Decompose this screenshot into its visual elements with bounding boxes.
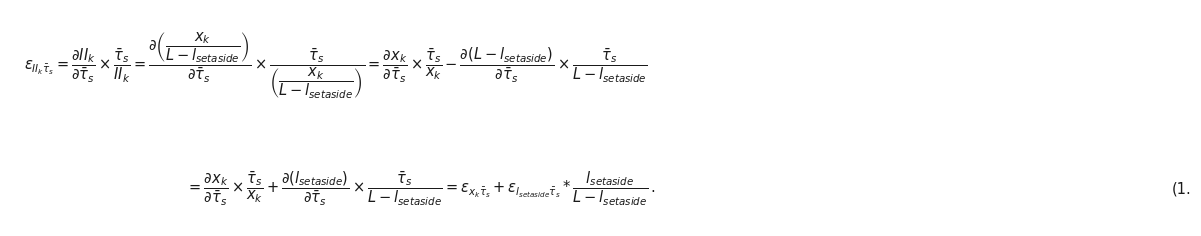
Text: $\varepsilon_{II_k\bar{\tau}_s} = \dfrac{\partial II_k}{\partial \bar{\tau}_s} \: $\varepsilon_{II_k\bar{\tau}_s} = \dfrac… [24,31,647,101]
Text: $= \dfrac{\partial x_k}{\partial \bar{\tau}_s} \times \dfrac{\bar{\tau}_s}{x_k} : $= \dfrac{\partial x_k}{\partial \bar{\t… [186,170,656,208]
Text: (1.: (1. [1172,181,1191,196]
